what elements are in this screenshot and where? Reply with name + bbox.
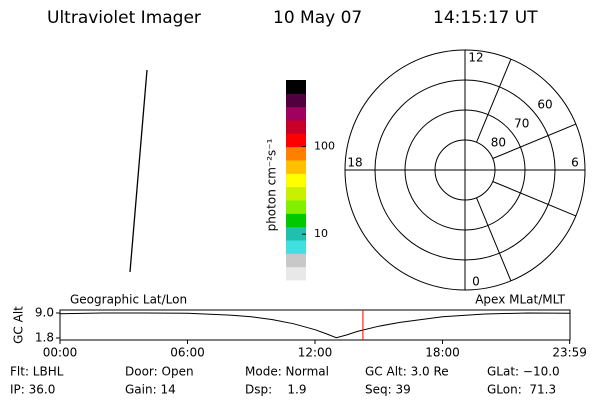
mlt-label: 6 xyxy=(571,156,579,170)
ground-track xyxy=(129,69,148,273)
y-tick-label: 9.0 xyxy=(35,306,54,320)
status-field: GLat: −10.0 xyxy=(487,365,560,379)
left-label: Geographic Lat/Lon xyxy=(70,293,187,307)
status-field: Door: Open xyxy=(125,365,194,379)
colorbar-label: photon cm⁻²s⁻¹ xyxy=(265,138,279,231)
x-tick-label: 06:00 xyxy=(170,346,205,360)
status-field: GC Alt: 3.0 Re xyxy=(365,365,449,379)
x-tick-label: 00:00 xyxy=(43,346,78,360)
diag-spoke xyxy=(476,58,512,143)
status-field: Flt: LBHL xyxy=(10,365,64,379)
color-step xyxy=(286,240,306,254)
color-step xyxy=(286,200,306,214)
status-field: IP: 36.0 xyxy=(10,383,55,397)
time: 14:15:17 UT xyxy=(433,8,538,28)
colorbar-tick-label: 10 xyxy=(314,227,328,240)
mlt-label: 18 xyxy=(347,156,362,170)
diag-spoke xyxy=(492,181,577,217)
status-field: Gain: 14 xyxy=(125,383,176,397)
right-label: Apex MLat/MLT xyxy=(475,293,565,307)
alt-frame xyxy=(59,309,571,341)
altitude-curve xyxy=(59,312,571,339)
lat-label: 60 xyxy=(537,98,552,112)
status-field: Mode: Normal xyxy=(245,365,329,379)
x-tick-label: 18:00 xyxy=(425,346,460,360)
status-field: GLon: 71.3 xyxy=(487,383,556,397)
color-step xyxy=(286,106,306,121)
lat-label: 70 xyxy=(514,117,529,131)
color-step xyxy=(286,253,306,268)
mlt-label: 0 xyxy=(472,275,480,289)
color-step xyxy=(286,160,306,174)
color-step xyxy=(286,80,306,94)
color-step xyxy=(286,133,306,148)
color-step xyxy=(286,186,306,201)
date: 10 May 07 xyxy=(273,8,362,28)
diag-spoke xyxy=(476,197,512,282)
x-tick-label: 23:59 xyxy=(552,346,587,360)
mlt-label: 12 xyxy=(468,51,483,65)
color-step xyxy=(286,266,306,281)
color-step xyxy=(286,93,306,108)
color-step xyxy=(286,173,306,188)
color-step xyxy=(286,120,306,134)
lat-label: 80 xyxy=(491,135,506,149)
color-step xyxy=(286,226,306,241)
instrument: Ultraviolet Imager xyxy=(47,8,201,28)
diag-spoke xyxy=(492,123,577,159)
y-tick-label: 1.8 xyxy=(35,331,54,345)
status-field: Seq: 39 xyxy=(365,383,411,397)
status-field: Dsp: 1.9 xyxy=(245,383,307,397)
x-tick-label: 12:00 xyxy=(298,346,333,360)
alt-y-label: GC Alt xyxy=(12,306,26,344)
color-step xyxy=(286,213,306,228)
colorbar-tick-label: 100 xyxy=(314,140,335,153)
color-step xyxy=(286,146,306,161)
